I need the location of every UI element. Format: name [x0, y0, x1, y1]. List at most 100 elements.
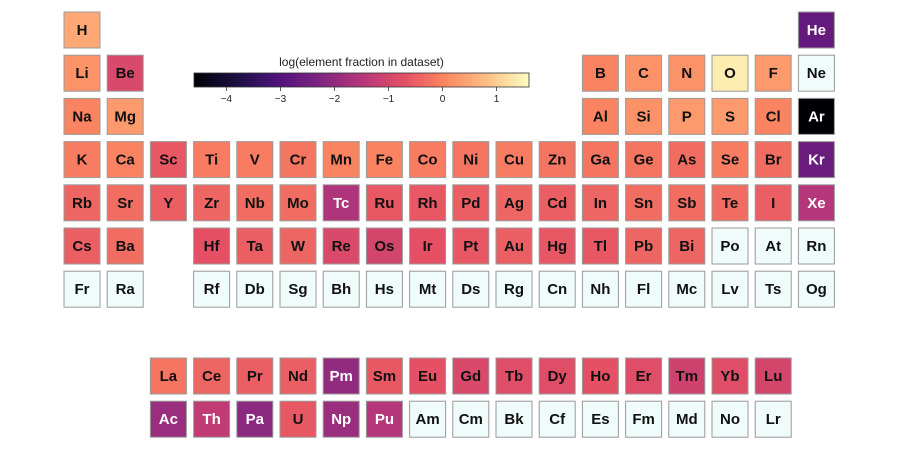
element-cell-tb: Tb: [495, 357, 533, 395]
element-symbol: F: [769, 65, 778, 82]
element-symbol: Rf: [204, 281, 221, 298]
element-symbol: Ni: [463, 152, 478, 169]
element-tile: [322, 270, 360, 308]
element-cell-nd: Nd: [279, 357, 317, 395]
element-tile: [279, 184, 317, 222]
element-tile: [495, 184, 533, 222]
element-symbol: C: [638, 65, 649, 82]
element-cell-s: S: [711, 97, 749, 135]
element-cell-mt: Mt: [409, 270, 447, 308]
element-tile: [538, 227, 576, 265]
element-symbol: Cr: [290, 152, 307, 169]
element-cell-cr: Cr: [279, 141, 317, 179]
element-tile: [452, 357, 490, 395]
element-symbol: Ga: [590, 152, 611, 169]
element-tile: [193, 270, 231, 308]
element-tile: [581, 184, 619, 222]
element-tile: [538, 357, 576, 395]
element-cell-rn: Rn: [797, 227, 835, 265]
element-cell-mn: Mn: [322, 141, 360, 179]
element-cell-ho: Ho: [581, 357, 619, 395]
element-cell-y: Y: [149, 184, 187, 222]
element-symbol: Dy: [548, 368, 568, 385]
element-cell-ti: Ti: [193, 141, 231, 179]
element-tile: [236, 184, 274, 222]
element-symbol: Og: [806, 281, 827, 298]
element-cell-ra: Ra: [106, 270, 144, 308]
element-cell-si: Si: [625, 97, 663, 135]
element-tile: [797, 227, 835, 265]
element-tile: [581, 270, 619, 308]
element-symbol: Y: [163, 195, 173, 212]
element-cell-nh: Nh: [581, 270, 619, 308]
element-cell-mc: Mc: [668, 270, 706, 308]
element-cell-pu: Pu: [365, 400, 403, 438]
element-symbol: K: [77, 152, 88, 169]
element-symbol: Ir: [423, 238, 433, 255]
element-tile: [193, 400, 231, 438]
colorbar-tick-label: 0: [440, 94, 446, 105]
element-symbol: Mn: [330, 152, 352, 169]
element-symbol: Cd: [547, 195, 567, 212]
element-cell-re: Re: [322, 227, 360, 265]
element-symbol: Fr: [75, 281, 90, 298]
element-tile: [409, 227, 447, 265]
element-symbol: No: [720, 411, 740, 428]
element-cell-bh: Bh: [322, 270, 360, 308]
colorbar-gradient: [193, 72, 530, 88]
element-symbol: Cs: [72, 238, 91, 255]
element-symbol: Fe: [376, 152, 394, 169]
element-symbol: Eu: [418, 368, 437, 385]
element-tile: [538, 270, 576, 308]
element-symbol: Pa: [246, 411, 265, 428]
element-tile: [797, 184, 835, 222]
element-cell-u: U: [279, 400, 317, 438]
element-tile: [797, 141, 835, 179]
element-symbol: Md: [676, 411, 698, 428]
element-tile: [625, 400, 663, 438]
element-cell-mo: Mo: [279, 184, 317, 222]
element-cell-ne: Ne: [797, 54, 835, 92]
element-symbol: Os: [374, 238, 394, 255]
element-symbol: Nb: [245, 195, 265, 212]
element-tile: [365, 227, 403, 265]
element-tile: [149, 400, 187, 438]
element-symbol: Mg: [114, 108, 136, 125]
colorbar-ticks: −4 −3 −2 −1 0 1: [221, 87, 500, 105]
element-cell-cm: Cm: [452, 400, 490, 438]
element-tile: [711, 97, 749, 135]
element-tile: [279, 141, 317, 179]
element-symbol: Zr: [204, 195, 219, 212]
element-symbol: Lu: [764, 368, 782, 385]
element-tile: [322, 141, 360, 179]
element-symbol: Ti: [205, 152, 218, 169]
element-tile: [322, 184, 360, 222]
element-tile: [668, 184, 706, 222]
element-cell-db: Db: [236, 270, 274, 308]
element-tile: [538, 141, 576, 179]
element-tile: [193, 141, 231, 179]
element-symbol: Cl: [766, 108, 781, 125]
element-cell-rf: Rf: [193, 270, 231, 308]
element-cell-sb: Sb: [668, 184, 706, 222]
element-cell-ge: Ge: [625, 141, 663, 179]
element-cell-pt: Pt: [452, 227, 490, 265]
element-symbol: Cm: [459, 411, 483, 428]
element-tile: [668, 357, 706, 395]
colorbar-title: log(element fraction in dataset): [279, 55, 444, 69]
element-symbol: H: [77, 22, 88, 39]
element-tile: [625, 270, 663, 308]
element-cell-ba: Ba: [106, 227, 144, 265]
element-symbol: Ra: [116, 281, 136, 298]
element-tile: [236, 270, 274, 308]
element-cell-he: He: [797, 11, 835, 49]
element-tile: [452, 270, 490, 308]
element-cell-tc: Tc: [322, 184, 360, 222]
element-tile: [711, 357, 749, 395]
element-symbol: Se: [721, 152, 739, 169]
element-cell-o: O: [711, 54, 749, 92]
element-tile: [236, 141, 274, 179]
element-symbol: Ru: [374, 195, 394, 212]
colorbar-tick-label: −3: [275, 94, 287, 105]
element-symbol: Cf: [549, 411, 566, 428]
